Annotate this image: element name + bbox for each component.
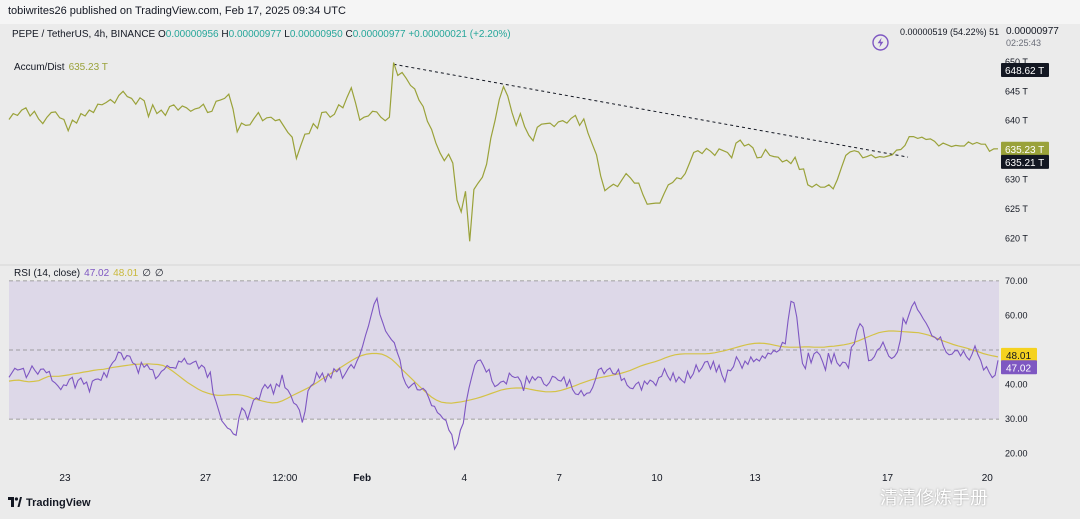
ad-y-tick: 630 T <box>1005 175 1028 185</box>
x-axis-tick: 17 <box>882 473 894 484</box>
accum-dist-legend[interactable]: Accum/Dist 635.23 T <box>14 62 108 73</box>
accum-dist-value: 635.23 T <box>68 62 108 73</box>
ad-trendline <box>393 63 909 158</box>
ad-y-tick: 620 T <box>1005 233 1028 243</box>
ad-line <box>8 62 999 242</box>
rsi-y-tick: 60.00 <box>1005 310 1028 320</box>
rsi-empty-1: ∅ <box>142 268 151 279</box>
ad-price-label-text: 635.21 T <box>1005 158 1044 169</box>
ad-price-label-text: 635.23 T <box>1005 145 1044 156</box>
high-value: 0.00000977 <box>228 29 282 40</box>
rsi-line <box>8 296 999 451</box>
symbol-legend[interactable]: PEPE / TetherUS, 4h, BINANCE O0.00000956… <box>12 29 511 40</box>
ad-price-label-bg <box>1001 141 1049 156</box>
ad-price-label: 635.21 T <box>1001 154 1049 169</box>
lightning-icon[interactable] <box>872 34 889 51</box>
x-axis-tick: 23 <box>59 473 71 484</box>
x-axis-tick: 12:00 <box>272 473 297 484</box>
x-axis-tick: 7 <box>556 473 562 484</box>
ad-y-tick: 650 T <box>1005 57 1028 67</box>
x-axis-tick: 20 <box>982 473 994 484</box>
rsi-value-label-bg <box>1001 360 1037 375</box>
x-axis-tick: Feb <box>353 473 371 484</box>
rsi-ma-value: 48.01 <box>113 268 139 279</box>
last-price: 0.00000977 <box>1006 26 1059 37</box>
x-axis-tick: 27 <box>200 473 212 484</box>
ad-y-tick: 640 T <box>1005 116 1028 126</box>
ad-price-label: 648.62 T <box>1001 63 1049 77</box>
rsi-value: 47.02 <box>84 268 110 279</box>
tradingview-logo-icon <box>8 497 22 507</box>
rsi-value-label-text: 47.02 <box>1006 363 1031 374</box>
ad-price-label-bg <box>1001 154 1049 169</box>
tradingview-logo-text: TradingView <box>26 497 91 509</box>
open-value: 0.00000956 <box>165 29 219 40</box>
rsi-title: RSI (14, close) <box>14 268 81 279</box>
open-label: O <box>158 29 166 40</box>
publisher-bar: tobiwrites26 published on TradingView.co… <box>0 0 1080 24</box>
low-label: L <box>284 29 290 40</box>
symbol-name: PEPE / TetherUS, 4h, BINANCE <box>12 29 156 40</box>
watermark-text: 清清修炼手册 <box>880 488 988 508</box>
x-axis-tick: 13 <box>749 473 761 484</box>
rsi-y-tick: 20.00 <box>1005 449 1028 459</box>
publisher-line: tobiwrites26 published on TradingView.co… <box>8 5 346 17</box>
change-value: +0.00000021 (+2.20%) <box>408 29 511 40</box>
ad-y-tick: 645 T <box>1005 86 1028 96</box>
ad-price-label-text: 648.62 T <box>1005 66 1044 77</box>
low-value: 0.00000950 <box>289 29 343 40</box>
rsi-value-label-bg <box>1001 347 1037 362</box>
rsi-value-label-text: 48.01 <box>1006 351 1031 362</box>
rsi-y-tick: 70.00 <box>1005 276 1028 286</box>
x-axis-tick: 10 <box>651 473 663 484</box>
tradingview-logo[interactable]: TradingView <box>8 497 91 509</box>
rsi-empty-2: ∅ <box>154 268 164 279</box>
rsi-y-tick: 30.00 <box>1005 414 1028 424</box>
rsi-y-tick: 40.00 <box>1005 380 1028 390</box>
rsi-legend[interactable]: RSI (14, close) 47.02 48.01 ∅ ∅ <box>14 268 164 279</box>
bar-stats: 0.00000519 (54.22%) 51 <box>900 27 1000 37</box>
ad-price-label-bg <box>1001 63 1049 77</box>
rsi-value-label: 47.02 <box>1001 360 1037 375</box>
ad-price-label: 635.23 T <box>1001 141 1049 156</box>
ad-y-tick: 625 T <box>1005 204 1028 214</box>
accum-dist-title: Accum/Dist <box>14 62 65 73</box>
x-axis-tick: 4 <box>461 473 467 484</box>
high-label: H <box>221 29 229 40</box>
rsi-value-label: 48.01 <box>1001 347 1037 362</box>
close-value: 0.00000977 <box>352 29 406 40</box>
bar-countdown: 02:25:43 <box>1006 38 1042 48</box>
rsi-ma-line <box>8 330 999 404</box>
close-label: C <box>345 29 353 40</box>
